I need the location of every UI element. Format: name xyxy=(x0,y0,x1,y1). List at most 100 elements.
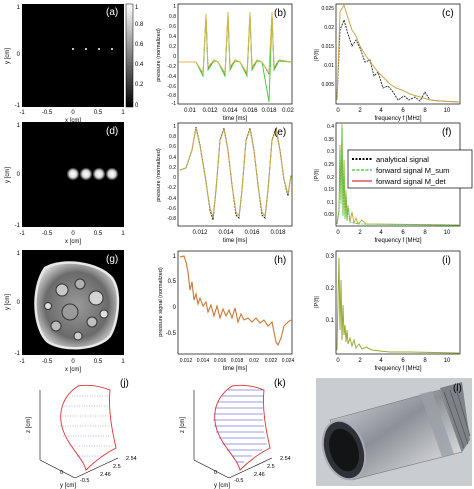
panel-c: (c) 0.025 0.02 0.015 0.01 0.005 0 2 4 6 … xyxy=(314,3,461,122)
panel-h-letter: (h) xyxy=(274,255,286,266)
y-tick: -1 xyxy=(15,351,21,357)
y-tick: -0.4 xyxy=(167,74,176,80)
y-tick: -0.4 xyxy=(167,196,176,202)
x-tick: 0.5 xyxy=(94,110,103,116)
legend: analytical signal forward signal M_sum f… xyxy=(347,149,473,189)
x-tick: 10 xyxy=(444,108,451,114)
y-tick: 1 xyxy=(173,124,176,130)
panel-d: (d) 1 0 -1 -1 -0.5 0 0.5 1 x [cm] y [cm] xyxy=(5,122,125,245)
x-tick: 6 xyxy=(401,230,405,236)
x-tick: 0.018 xyxy=(261,108,277,114)
plot-frame xyxy=(335,250,461,355)
panel-l: (l) xyxy=(316,378,472,486)
depth-tick: 2.54 xyxy=(126,456,137,462)
x-tick: -0.5 xyxy=(42,110,53,116)
x-tick: 0.012 xyxy=(180,358,193,364)
y-axis-label: y [cm] xyxy=(5,167,11,183)
plot-frame xyxy=(177,250,293,355)
y-tick: 0.3 xyxy=(327,149,334,155)
x-tick: -1 xyxy=(19,110,25,116)
y-tick: 0 xyxy=(173,54,176,60)
x-tick: 10 xyxy=(444,230,451,236)
y-tick: -1 xyxy=(15,103,21,109)
x-tick: 0.012 xyxy=(202,108,218,114)
y-axis-label: |P(f)| xyxy=(314,296,320,308)
y-axis-label: pressure (normalized) xyxy=(156,148,162,202)
y-tick: -1 xyxy=(15,223,21,229)
x-tick: 0.02 xyxy=(282,108,294,114)
transducer-photo xyxy=(321,382,471,481)
panel-l-letter: (l) xyxy=(453,383,462,394)
x-tick: 2 xyxy=(358,358,362,364)
x-tick: 0.016 xyxy=(244,230,260,236)
y-tick: 0 xyxy=(17,300,21,306)
detector-outline xyxy=(60,384,117,471)
x-axis-label: x [cm] xyxy=(65,367,81,373)
detector-mesh xyxy=(60,395,114,457)
y-tick: 0 xyxy=(173,175,176,181)
x-tick: 0.014 xyxy=(222,108,238,114)
y-tick: 0.025 xyxy=(321,6,334,12)
x-axis-label: y [cm] xyxy=(214,483,230,489)
legend-box xyxy=(347,149,473,189)
panel-g: (g) 1 0 -1 -1 -0.5 0 0.5 1 x [cm] y [cm] xyxy=(5,250,125,373)
depth-tick: 2.46 xyxy=(254,472,265,478)
x-axis-label: time [ms] xyxy=(223,366,248,372)
x-tick: 0.014 xyxy=(197,358,210,364)
colorbar-tick: 0.4 xyxy=(135,62,144,68)
y-tick: 0.4 xyxy=(169,34,176,40)
panel-f-letter: (f) xyxy=(442,127,451,138)
y-axis-label: z [cm] xyxy=(26,417,32,433)
x-tick: 0 xyxy=(214,470,217,476)
x-tick: 6 xyxy=(401,108,405,114)
blurred-sources xyxy=(66,167,119,181)
plot-frame xyxy=(335,3,461,105)
y-tick: 0.8 xyxy=(169,14,176,20)
y-tick: 0 xyxy=(17,52,21,58)
y-tick: 0.4 xyxy=(327,124,334,130)
y-tick: 0.5 xyxy=(168,279,177,285)
y-tick: 1 xyxy=(17,251,21,257)
x-tick: 2 xyxy=(358,108,362,114)
y-tick: -1 xyxy=(172,101,177,107)
panel-k-letter: (k) xyxy=(274,378,286,389)
y-tick: 1 xyxy=(17,5,21,11)
x-tick: 0 xyxy=(336,358,340,364)
x-tick: 0.018 xyxy=(231,358,244,364)
x-axis-label: x [cm] xyxy=(65,239,81,245)
panel-j: (j) 0 -0.5 2.54 2.5 2.46 y [cm] z [cm] xyxy=(26,378,137,489)
y-tick: -0.8 xyxy=(167,216,176,222)
y-tick: 0.25 xyxy=(324,162,334,168)
trace-mdet xyxy=(179,11,292,75)
panel-d-letter: (d) xyxy=(106,126,118,137)
point-sources xyxy=(72,48,113,50)
colorbar-tick: 0 xyxy=(135,103,139,109)
x-axis-label: x [cm] xyxy=(65,118,81,124)
y-tick: 0.6 xyxy=(169,144,176,150)
panel-a: (a) 1 0.8 0.6 0.4 0.2 0 1 0 -1 -1 -0.5 0… xyxy=(5,3,144,124)
x-tick: -0.5 xyxy=(80,478,89,484)
panel-b-letter: (b) xyxy=(274,8,286,19)
x-tick: -0.5 xyxy=(42,359,53,365)
y-tick: 0.4 xyxy=(169,155,176,161)
x-tick: 1 xyxy=(121,231,125,237)
x-tick: 0.022 xyxy=(265,358,278,364)
x-tick: -0.5 xyxy=(42,231,53,237)
panel-b: (b) 1 0.8 0.6 0.4 0.2 0 -0.2 -0.4 -0.6 -… xyxy=(156,3,294,122)
x-axis-label: frequency f [MHz] xyxy=(374,366,421,372)
y-tick: 0 xyxy=(173,305,177,311)
y-axis-label: y [cm] xyxy=(5,294,11,310)
y-tick: 0.05 xyxy=(324,212,334,218)
x-tick: 8 xyxy=(423,230,427,236)
legend-label-analytical: analytical signal xyxy=(376,155,429,164)
trace-mdet xyxy=(336,3,460,103)
y-axis-label: pressure (normalized) xyxy=(156,28,162,82)
x-axis-label: time [ms] xyxy=(223,238,248,244)
legend-label-msum: forward signal M_sum xyxy=(376,166,449,175)
panel-e: (e) 1 0.8 0.6 0.4 0.2 0 -0.2 -0.4 -0.6 -… xyxy=(156,122,293,244)
x-tick: 1 xyxy=(121,359,125,365)
depth-tick: 2.46 xyxy=(100,472,111,478)
trace-mdet xyxy=(336,257,460,354)
panel-i-letter: (i) xyxy=(442,255,451,266)
y-tick: 0.2 xyxy=(327,175,334,181)
